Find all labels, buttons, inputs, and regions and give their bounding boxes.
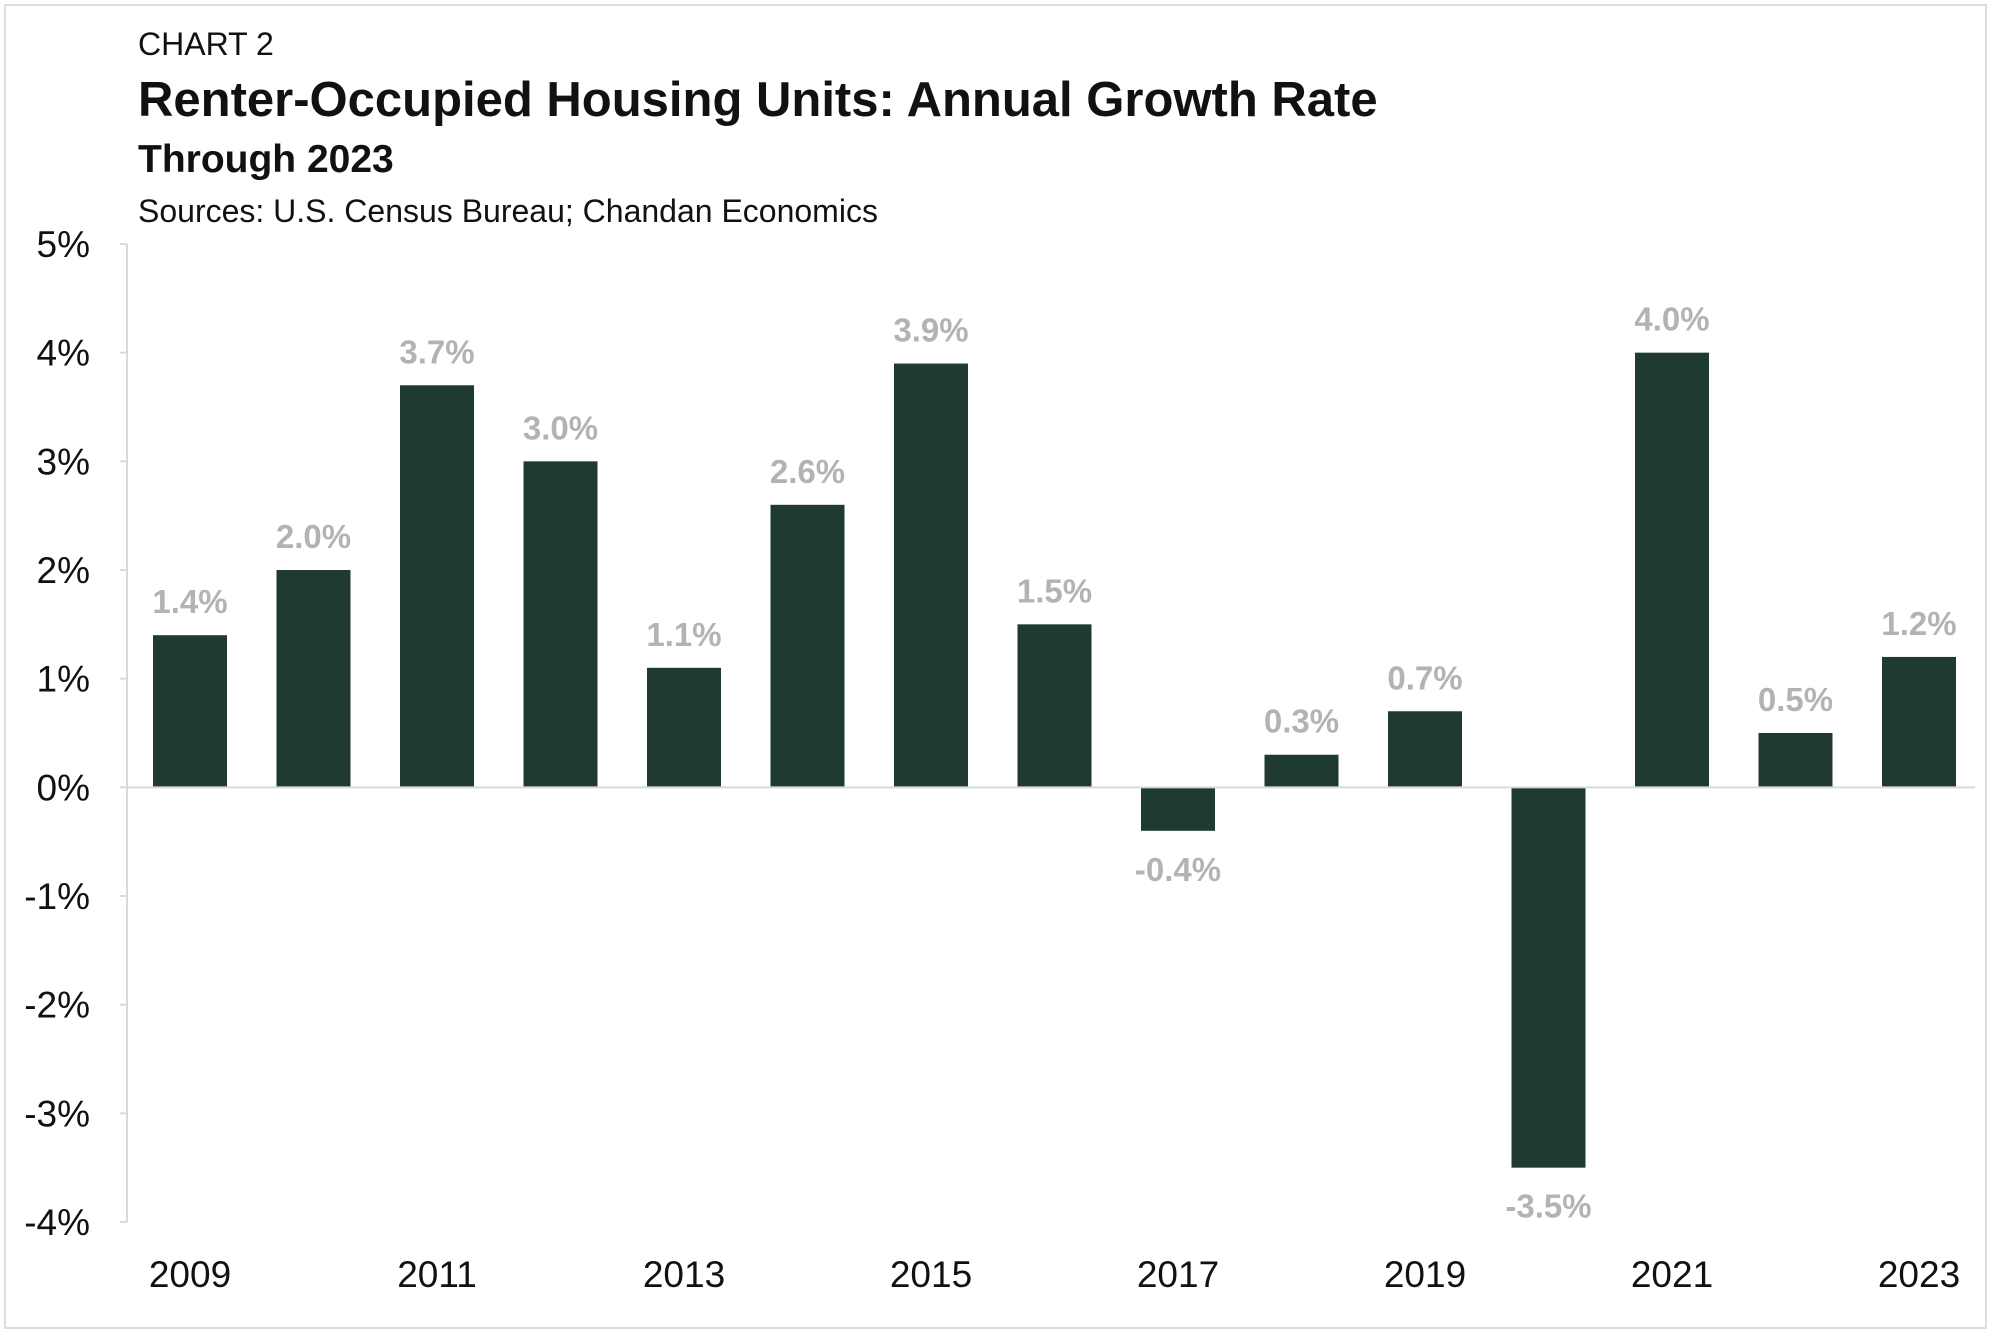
- data-label-2014: 2.6%: [770, 453, 845, 490]
- x-tick-label: 2009: [149, 1254, 231, 1295]
- bar-2018: [1264, 754, 1339, 788]
- x-tick-label: 2017: [1137, 1254, 1219, 1295]
- data-label-2011: 3.7%: [399, 333, 474, 370]
- x-tick-label: 2019: [1384, 1254, 1466, 1295]
- data-label-2010: 2.0%: [276, 518, 351, 555]
- bar-2023: [1882, 656, 1956, 788]
- data-label-2012: 3.0%: [523, 409, 598, 446]
- bar-2010: [276, 570, 351, 788]
- data-label-2023: 1.2%: [1881, 605, 1956, 642]
- bar-2019: [1388, 711, 1462, 788]
- x-tick-label: 2021: [1631, 1254, 1713, 1295]
- y-tick-label: -3%: [24, 1093, 90, 1134]
- data-label-2013: 1.1%: [646, 616, 721, 653]
- bar-2016: [1017, 624, 1092, 788]
- chart-title: Renter-Occupied Housing Units: Annual Gr…: [138, 73, 1378, 127]
- bar-2014: [770, 504, 845, 788]
- data-label-2009: 1.4%: [152, 583, 227, 620]
- y-tick-label: 4%: [37, 333, 90, 374]
- x-tick-label: 2011: [397, 1254, 477, 1295]
- bar-2011: [400, 385, 474, 788]
- data-label-2015: 3.9%: [893, 312, 968, 349]
- bar-2021: [1635, 352, 1709, 788]
- x-tick-label: 2013: [643, 1254, 725, 1295]
- bar-2009: [153, 635, 227, 788]
- y-tick-label: -4%: [24, 1202, 90, 1243]
- bar-2020: [1511, 787, 1586, 1168]
- data-label-2017: -0.4%: [1135, 851, 1221, 888]
- data-label-2018: 0.3%: [1264, 703, 1339, 740]
- y-tick-label: 2%: [37, 550, 90, 591]
- bar-2022: [1758, 733, 1833, 788]
- bar-2017: [1141, 787, 1215, 831]
- chart-source: Sources: U.S. Census Bureau; Chandan Eco…: [138, 193, 878, 229]
- chart-frame: [4, 4, 1987, 1329]
- bar-2015: [894, 363, 968, 788]
- y-tick-label: 3%: [37, 441, 90, 482]
- data-label-2019: 0.7%: [1387, 659, 1462, 696]
- chart-kicker: CHART 2: [138, 26, 274, 62]
- y-tick-label: 5%: [37, 224, 90, 265]
- data-label-2022: 0.5%: [1758, 681, 1833, 718]
- y-tick-label: 1%: [37, 659, 90, 700]
- y-tick-label: -1%: [24, 876, 90, 917]
- x-tick-label: 2015: [890, 1254, 972, 1295]
- bar-2012: [523, 461, 598, 788]
- data-label-2021: 4.0%: [1634, 301, 1709, 338]
- bar-2013: [647, 667, 721, 788]
- x-tick-label: 2023: [1878, 1254, 1960, 1295]
- y-tick-label: 0%: [37, 767, 90, 808]
- chart-subtitle: Through 2023: [138, 138, 394, 181]
- y-tick-label: -2%: [24, 985, 90, 1026]
- data-label-2020: -3.5%: [1505, 1188, 1591, 1225]
- data-label-2016: 1.5%: [1017, 572, 1092, 609]
